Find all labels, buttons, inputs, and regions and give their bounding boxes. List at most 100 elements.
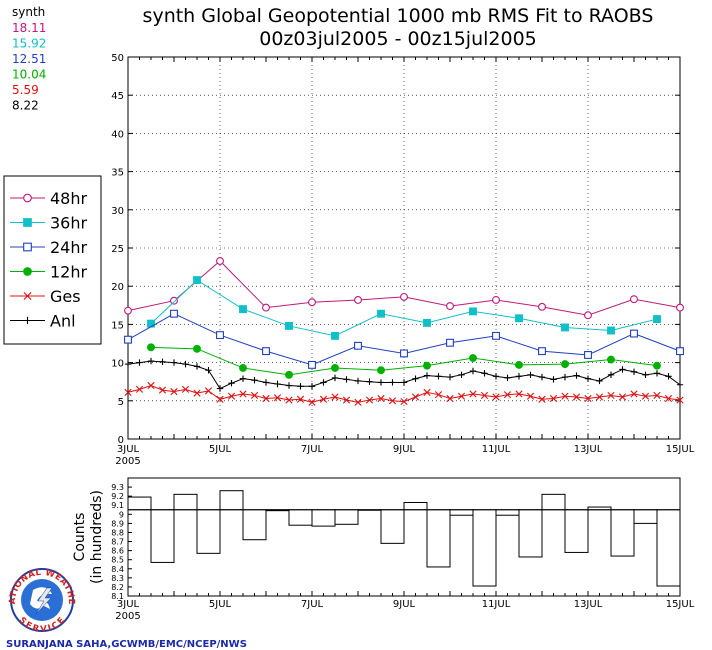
- count-bar: [610, 509, 635, 557]
- data-point-Anl: [147, 357, 155, 365]
- data-point-24hr: [492, 331, 500, 340]
- data-point-12hr: [423, 361, 431, 370]
- data-point-12hr: [515, 360, 523, 369]
- data-point-Ges: [285, 396, 293, 404]
- data-point-Ges: [584, 394, 592, 403]
- count-bar: [518, 509, 543, 558]
- data-point-Anl: [216, 385, 224, 392]
- data-point-24hr: [354, 341, 362, 350]
- count-y-tick-label: 8.4: [111, 565, 124, 574]
- data-point-Anl: [538, 373, 546, 381]
- count-bar: [311, 509, 336, 527]
- data-point-Anl: [412, 375, 419, 382]
- data-point-48hr: [538, 302, 546, 311]
- count-y-tick-label: 9.1: [111, 501, 124, 510]
- count-bar: [495, 509, 520, 516]
- legend-marker-Ges: [23, 292, 32, 300]
- data-point-Ges: [457, 392, 466, 400]
- data-point-Ges: [319, 395, 328, 403]
- data-point-12hr: [331, 363, 339, 372]
- count-plot-axes: 8.18.28.38.48.58.68.78.88.999.19.29.3 3JU…: [111, 483, 694, 622]
- data-point-Anl: [366, 378, 373, 385]
- y-tick-label: 50: [111, 53, 124, 64]
- data-point-Ges: [170, 388, 178, 396]
- count-x-tick-sublabel: 2005: [115, 611, 140, 622]
- summary-label: synth: [12, 5, 45, 19]
- count-bar: [219, 490, 244, 511]
- data-point-Ges: [400, 397, 408, 406]
- data-point-Ges: [239, 390, 247, 398]
- data-point-24hr: [308, 360, 316, 369]
- legend: 48hr 36hr 24hr 12hr Ges Anl: [10, 189, 88, 331]
- legend-label-24hr: 24hr: [50, 238, 88, 257]
- data-point-48hr: [584, 311, 592, 320]
- data-point-12hr: [285, 370, 293, 379]
- count-x-tick-label: 13JUL: [574, 599, 603, 610]
- y-tick-label: 25: [111, 244, 124, 255]
- data-point-Ges: [331, 393, 339, 401]
- count-y-tick-label: 9.2: [111, 492, 124, 501]
- data-point-36hr: [607, 326, 615, 335]
- data-point-Ges: [216, 395, 224, 403]
- count-bar: [633, 509, 658, 524]
- data-point-12hr: [239, 363, 247, 372]
- data-point-Anl: [653, 370, 661, 377]
- data-point-Ges: [250, 391, 259, 400]
- data-point-Anl: [343, 376, 350, 383]
- data-point-24hr: [124, 335, 132, 344]
- data-point-36hr: [561, 323, 569, 332]
- data-point-Anl: [354, 377, 362, 385]
- summary-value: 18.11: [12, 21, 46, 35]
- data-point-Anl: [400, 379, 408, 386]
- y-tick-label: 20: [111, 282, 124, 293]
- count-x-tick-label: 9JUL: [393, 599, 416, 610]
- data-point-Anl: [561, 373, 569, 381]
- data-point-36hr: [515, 314, 523, 323]
- data-point-12hr: [193, 344, 201, 353]
- data-point-24hr: [446, 338, 454, 347]
- data-point-Ges: [676, 396, 684, 404]
- data-point-Ges: [538, 395, 546, 403]
- data-point-12hr: [469, 354, 477, 362]
- count-bar: [472, 509, 497, 587]
- data-point-Ges: [308, 398, 316, 406]
- data-point-Anl: [515, 373, 523, 380]
- data-point-Ges: [561, 392, 569, 400]
- data-point-Ges: [595, 393, 604, 401]
- data-point-36hr: [653, 315, 661, 324]
- data-point-Ges: [181, 385, 190, 393]
- data-point-Ges: [193, 389, 201, 397]
- data-point-Anl: [573, 372, 580, 379]
- lightning-bolt-icon: [35, 587, 53, 615]
- data-point-Anl: [504, 374, 511, 382]
- data-point-48hr: [676, 303, 684, 312]
- count-x-tick-label: 3JUL: [117, 599, 140, 610]
- data-point-36hr: [331, 331, 339, 340]
- x-tick-label: 15JUL: [666, 444, 695, 455]
- y-tick-label: 5: [118, 397, 124, 408]
- data-point-Ges: [572, 393, 581, 401]
- count-bar: [334, 509, 359, 525]
- legend-label-12hr: 12hr: [50, 263, 88, 282]
- legend-marker-24hr: [23, 242, 32, 252]
- data-point-36hr: [239, 305, 247, 314]
- data-point-24hr: [216, 331, 224, 340]
- count-y-tick-label: 8.1: [111, 592, 124, 601]
- count-plot-bars: [127, 490, 681, 587]
- data-point-24hr: [584, 351, 592, 359]
- data-point-Anl: [446, 373, 454, 381]
- data-point-Ges: [434, 391, 443, 399]
- data-point-12hr: [561, 360, 569, 369]
- data-point-Anl: [619, 366, 626, 373]
- count-y-tick-label: 8.5: [111, 556, 124, 565]
- data-point-Ges: [262, 394, 270, 403]
- data-point-Anl: [458, 371, 465, 379]
- count-bar: [564, 509, 589, 553]
- data-point-Ges: [342, 396, 351, 404]
- data-point-48hr: [308, 298, 316, 307]
- count-x-tick-label: 5JUL: [209, 599, 232, 610]
- data-point-Anl: [170, 359, 178, 366]
- data-point-48hr: [262, 303, 270, 312]
